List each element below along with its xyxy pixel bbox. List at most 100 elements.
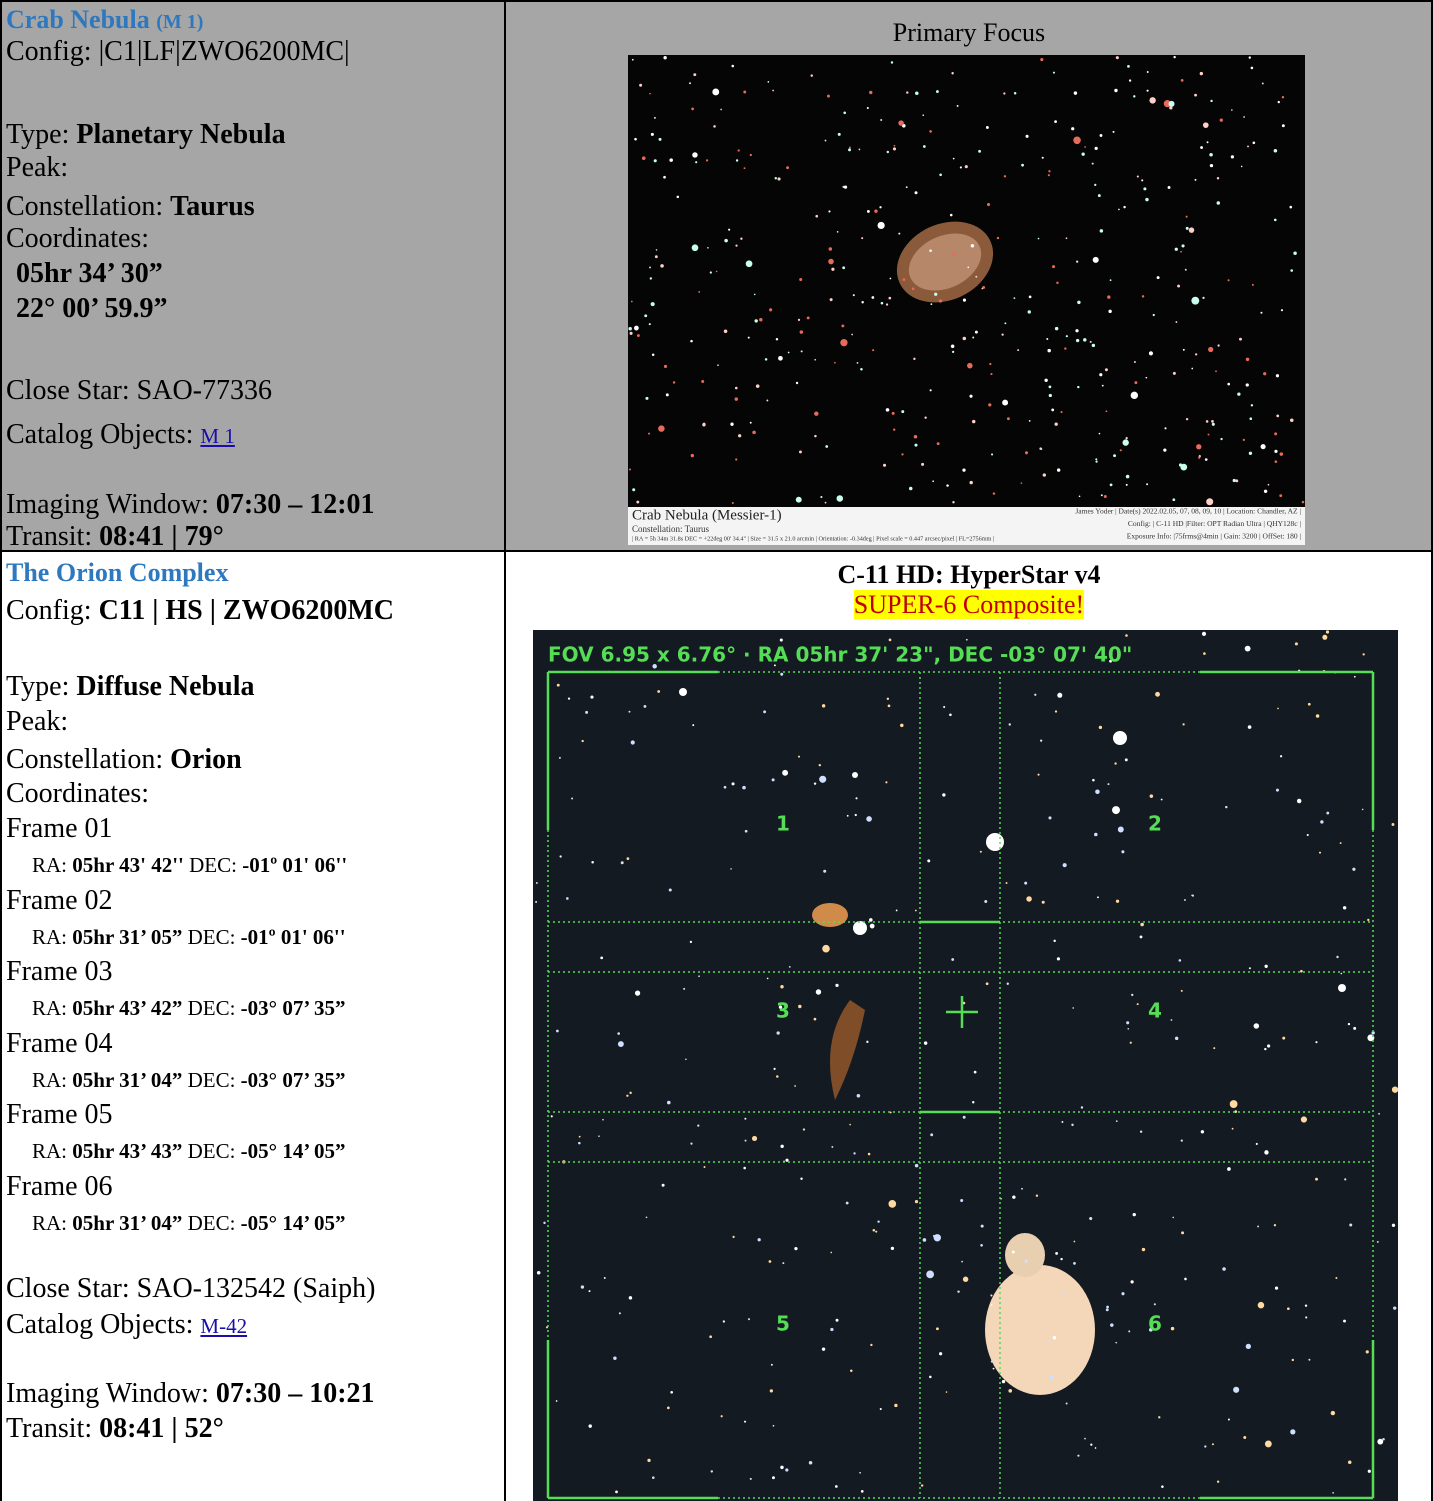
star (1391, 823, 1395, 826)
star (1296, 798, 1302, 804)
star (795, 381, 799, 385)
star (1052, 71, 1055, 74)
star (1167, 186, 1171, 189)
value: 05hr 43’ 43” (72, 1139, 183, 1163)
value: C11 | HS | ZWO6200MC (98, 595, 395, 626)
value: 05hr 43' 42'' (72, 853, 184, 877)
star (795, 496, 802, 503)
star (858, 148, 861, 151)
star (1261, 82, 1264, 85)
label: DEC: (187, 1210, 236, 1235)
star (914, 191, 918, 195)
star (1126, 1021, 1130, 1025)
star (1243, 116, 1245, 118)
catalog-link[interactable]: M-42 (200, 1314, 248, 1338)
star (1243, 1436, 1247, 1440)
star (1141, 1247, 1146, 1252)
star (764, 358, 768, 361)
star (715, 270, 718, 273)
star (1199, 71, 1204, 76)
star (654, 255, 658, 259)
star (1091, 343, 1096, 348)
star (1071, 1123, 1074, 1127)
star (1105, 410, 1108, 413)
star (860, 367, 863, 371)
star (985, 126, 989, 129)
star (794, 1247, 798, 1251)
star (613, 1356, 617, 1360)
star (755, 384, 760, 388)
star (772, 89, 775, 92)
star (1047, 174, 1050, 177)
star (1028, 295, 1032, 299)
star (636, 500, 640, 504)
star (649, 92, 651, 95)
label: DEC: (187, 996, 236, 1020)
star (1024, 1259, 1028, 1263)
value: -03° 07’ 35” (240, 1067, 346, 1092)
star (821, 1347, 826, 1351)
star (692, 724, 695, 727)
star (1330, 1410, 1336, 1416)
star (843, 111, 847, 115)
star (620, 861, 624, 865)
text-line: Type: Planetary Nebula (6, 118, 293, 152)
star (926, 1270, 934, 1279)
star (814, 358, 816, 361)
star (1227, 1418, 1230, 1421)
star (1274, 1286, 1279, 1290)
star (830, 1327, 834, 1332)
star (1109, 483, 1113, 487)
star (951, 958, 955, 961)
star (885, 408, 890, 412)
star (920, 1484, 924, 1487)
star (535, 900, 538, 903)
star (1105, 1308, 1109, 1312)
star (1260, 311, 1263, 314)
star (1172, 1216, 1175, 1219)
star (720, 108, 722, 111)
star (691, 244, 699, 252)
star (723, 785, 727, 789)
star (1204, 458, 1208, 461)
star (1279, 494, 1283, 498)
star (1273, 218, 1277, 222)
star (992, 1367, 995, 1370)
star (649, 277, 653, 280)
text-line: Constellation: Orion (6, 743, 249, 777)
star (1172, 371, 1176, 375)
star (891, 411, 895, 415)
label: Config: (6, 595, 92, 626)
star (1155, 691, 1160, 697)
star (814, 434, 817, 438)
star (754, 319, 758, 323)
label: DEC: (187, 1067, 236, 1092)
star (929, 130, 932, 133)
star (988, 403, 992, 407)
image-heading-text: Primary Focus (892, 18, 1046, 47)
star (1078, 495, 1081, 498)
star (655, 249, 658, 251)
image-subheading: SUPER-6 Composite! (506, 590, 1432, 620)
star (794, 1085, 796, 1087)
catalog-link[interactable]: M 1 (200, 424, 235, 448)
star (732, 1235, 735, 1239)
star (1048, 170, 1051, 173)
star (898, 232, 901, 235)
star (1217, 344, 1220, 347)
star (1378, 1112, 1380, 1115)
value: 05hr 31’ 04” (72, 1210, 183, 1235)
star (1235, 479, 1239, 483)
star (874, 209, 878, 213)
star (831, 1145, 834, 1148)
star (660, 264, 664, 268)
star (831, 267, 835, 271)
star (849, 1123, 851, 1126)
star (815, 989, 822, 995)
star (1100, 494, 1103, 497)
star (1180, 989, 1183, 992)
star (828, 247, 833, 251)
star (1056, 281, 1059, 285)
star (1101, 384, 1104, 387)
star (774, 177, 777, 180)
